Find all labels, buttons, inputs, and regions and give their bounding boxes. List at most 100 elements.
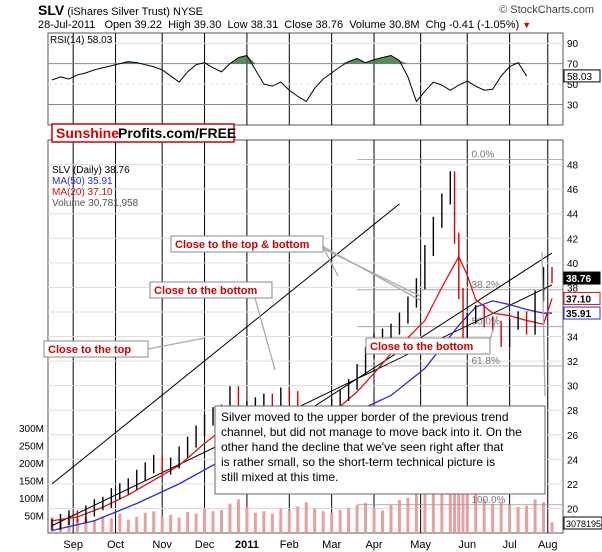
open-label: Open bbox=[104, 19, 132, 31]
price-tick-label: 28 bbox=[567, 406, 579, 417]
volume-bar bbox=[143, 512, 147, 533]
volume-bar bbox=[160, 516, 164, 533]
price-tick-label: 30 bbox=[567, 382, 579, 393]
volume-label: Volume bbox=[349, 19, 386, 31]
price-tick-label: 40 bbox=[567, 259, 579, 270]
x-tick-label: Nov bbox=[152, 539, 172, 551]
ma50-tag-value: 35.91 bbox=[566, 309, 591, 320]
close-value: 38.76 bbox=[315, 19, 344, 31]
fib-label: 38.2% bbox=[471, 280, 499, 291]
x-tick-label: Jun bbox=[458, 539, 476, 551]
annotation-close-top-text: Close to the top bbox=[48, 344, 131, 356]
volume-bar bbox=[414, 491, 418, 533]
price-tick-label: 34 bbox=[567, 333, 579, 344]
annotation-close-bottom-1-text: Close to the bottom bbox=[154, 285, 257, 297]
volume-bar bbox=[194, 513, 198, 533]
volume-bar bbox=[101, 516, 105, 533]
volume-bar bbox=[381, 510, 385, 533]
x-tick-label: Sep bbox=[63, 539, 83, 551]
low-value: 38.31 bbox=[250, 19, 279, 31]
volume-tag: 30781958 bbox=[563, 516, 602, 530]
ticker-symbol: SLV bbox=[38, 2, 65, 18]
high-value: 39.30 bbox=[193, 19, 222, 31]
volume-bar bbox=[219, 509, 223, 533]
price-tick-label: 48 bbox=[567, 161, 579, 172]
volume-bar bbox=[461, 466, 465, 533]
volume-bar bbox=[321, 511, 325, 533]
volume-bar bbox=[109, 518, 113, 533]
rsi-tick-label: 50 bbox=[567, 80, 579, 91]
commentary-line: other hand the decline that we've seen r… bbox=[221, 440, 504, 454]
commentary-line: is rather small, so the short-term techn… bbox=[221, 455, 495, 469]
annotation-close-bottom-2: Close to the bottom bbox=[365, 315, 498, 355]
volume-bar bbox=[533, 499, 537, 533]
chart-title: SLV (iShares Silver Trust) NYSE bbox=[38, 2, 203, 18]
rsi-label: RSI(14) 58.03 bbox=[50, 35, 113, 46]
annotation-close-top-bottom-box bbox=[170, 235, 324, 253]
volume-bar bbox=[262, 511, 266, 533]
ma50-tag-box bbox=[563, 306, 601, 320]
annotation-pointer bbox=[254, 297, 276, 371]
x-tick-label: Feb bbox=[280, 539, 299, 551]
volume-bar bbox=[330, 512, 334, 533]
high-label: High bbox=[168, 19, 191, 31]
price-tick-label: 32 bbox=[567, 357, 579, 368]
volume-tag-box bbox=[563, 516, 602, 530]
volume-bar bbox=[355, 505, 359, 533]
annotation-pointer bbox=[321, 247, 421, 297]
down-arrow-icon: ▼ bbox=[522, 20, 532, 30]
commentary-line: Silver moved to the upper border of the … bbox=[221, 410, 509, 424]
price-tick-label: 46 bbox=[567, 185, 579, 196]
volume-bar bbox=[516, 507, 520, 533]
annotation-close-bottom-1-box bbox=[149, 281, 273, 299]
volume-bar bbox=[542, 502, 546, 533]
price-tick-label: 20 bbox=[567, 504, 579, 515]
exchange-label: NYSE bbox=[173, 6, 203, 18]
volume-bar bbox=[364, 502, 368, 533]
volume-bar bbox=[440, 469, 444, 533]
volume-bar bbox=[389, 505, 393, 533]
annotation-pointer bbox=[321, 245, 421, 301]
volume-bar bbox=[75, 519, 79, 533]
annotation-close-top: Close to the top bbox=[43, 337, 206, 358]
volume-bar bbox=[338, 509, 342, 533]
annotation-close-top-bottom: Close to the top & bottom bbox=[170, 235, 421, 301]
ma20-tag-value: 37.10 bbox=[566, 294, 591, 305]
price-tags: 38.76 37.10 35.91 30781958 bbox=[563, 271, 602, 530]
x-tick-label: Mar bbox=[322, 539, 341, 551]
volume-tick-label: 300M bbox=[19, 424, 44, 435]
x-tick-label: May bbox=[410, 539, 431, 551]
rsi-tick-label: 30 bbox=[567, 101, 579, 112]
volume-bar bbox=[270, 513, 274, 533]
sunshine-logo-part2: Profits.com/FREE bbox=[118, 125, 236, 141]
volume-bar bbox=[118, 513, 122, 533]
ma20-line bbox=[51, 255, 553, 522]
volume-tick-label: 100M bbox=[19, 494, 44, 505]
volume-bar bbox=[491, 503, 495, 533]
annotation-close-bottom-2-text: Close to the bottom bbox=[370, 341, 473, 353]
fib-label: 0.0% bbox=[471, 150, 494, 161]
price-tick-label: 44 bbox=[567, 210, 579, 221]
volume-bar bbox=[152, 511, 156, 533]
x-tick-label: Aug bbox=[538, 539, 558, 551]
quote-date: 28-Jul-2011 bbox=[38, 19, 96, 31]
fib-label: 50.0% bbox=[471, 317, 499, 328]
volume-bar bbox=[465, 480, 469, 533]
annotation-pointer bbox=[147, 337, 206, 350]
annotation-pointer bbox=[321, 244, 339, 277]
volume-bar bbox=[92, 520, 96, 533]
price-tick-label: 24 bbox=[567, 455, 579, 466]
price-tick-label: 38 bbox=[567, 283, 579, 294]
annotation-close-bottom-2-box bbox=[365, 337, 491, 355]
x-tick-label: 2011 bbox=[235, 539, 259, 551]
commentary: Silver moved to the upper border of the … bbox=[214, 251, 546, 495]
volume-tick-label: 50M bbox=[25, 512, 44, 523]
ma20-legend: MA(20) 37.10 bbox=[52, 187, 113, 198]
channel-upper-line bbox=[51, 203, 400, 485]
volume-tick-label: 250M bbox=[19, 442, 44, 453]
fib-label: 61.8% bbox=[471, 356, 499, 367]
chg-value: -0.41 (-1.05%) bbox=[448, 19, 520, 31]
volume-bar bbox=[245, 507, 249, 533]
